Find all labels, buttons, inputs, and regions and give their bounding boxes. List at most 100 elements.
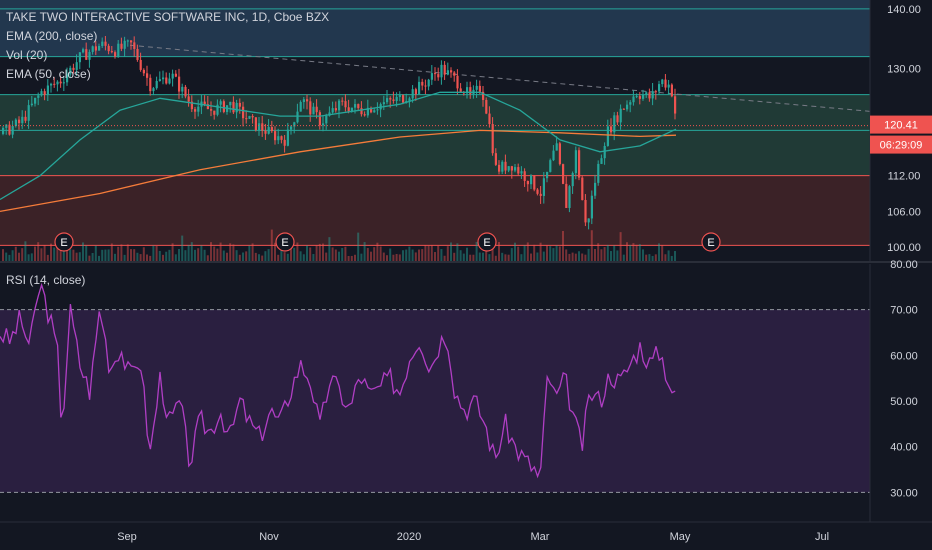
candle-body[interactable] (62, 82, 65, 84)
candle-body[interactable] (261, 123, 264, 131)
candle-body[interactable] (626, 104, 629, 110)
indicator-ema50-label[interactable]: EMA (50, close) (6, 67, 91, 81)
candle-body[interactable] (437, 74, 440, 78)
candle-body[interactable] (389, 98, 392, 100)
candle-body[interactable] (216, 104, 219, 115)
candle-body[interactable] (296, 111, 299, 123)
candle-body[interactable] (523, 171, 526, 181)
candle-body[interactable] (638, 96, 641, 99)
candle-body[interactable] (219, 101, 222, 105)
candle-body[interactable] (510, 166, 513, 171)
candle-body[interactable] (661, 79, 664, 85)
candle-body[interactable] (312, 106, 315, 115)
candle-body[interactable] (123, 40, 126, 49)
candle-body[interactable] (347, 107, 350, 112)
candle-body[interactable] (459, 88, 462, 92)
candle-body[interactable] (168, 78, 171, 84)
candle-body[interactable] (622, 108, 625, 110)
earnings-marker[interactable]: E (275, 232, 295, 252)
candle-body[interactable] (520, 171, 523, 174)
candle-body[interactable] (357, 104, 360, 109)
candle-body[interactable] (120, 43, 123, 49)
candle-body[interactable] (674, 96, 677, 114)
candle-body[interactable] (299, 102, 302, 112)
candle-body[interactable] (398, 95, 401, 97)
candle-body[interactable] (504, 161, 507, 171)
candle-body[interactable] (440, 64, 443, 78)
candle-body[interactable] (587, 218, 590, 223)
candle-body[interactable] (373, 110, 376, 113)
candle-body[interactable] (187, 96, 190, 102)
candle-body[interactable] (562, 164, 565, 184)
candle-body[interactable] (5, 124, 8, 128)
candle-body[interactable] (395, 96, 398, 101)
candle-body[interactable] (88, 51, 91, 60)
candle-body[interactable] (171, 73, 174, 79)
candle-body[interactable] (494, 153, 497, 165)
candle-body[interactable] (491, 124, 494, 154)
candle-body[interactable] (597, 163, 600, 183)
candle-body[interactable] (197, 106, 200, 112)
indicator-volume-label[interactable]: Vol (20) (6, 48, 48, 62)
candle-body[interactable] (408, 98, 411, 102)
candle-body[interactable] (402, 95, 405, 103)
candle-body[interactable] (242, 106, 245, 119)
candle-body[interactable] (568, 186, 571, 208)
candle-body[interactable] (334, 108, 337, 111)
candle-body[interactable] (75, 62, 78, 70)
candle-body[interactable] (322, 123, 325, 126)
candle-body[interactable] (648, 92, 651, 99)
candle-body[interactable] (37, 95, 40, 98)
candle-body[interactable] (360, 108, 363, 115)
candle-body[interactable] (245, 118, 248, 120)
candle-body[interactable] (600, 158, 603, 164)
candle-body[interactable] (82, 49, 85, 53)
candle-body[interactable] (331, 108, 334, 113)
candle-body[interactable] (30, 103, 33, 106)
candle-body[interactable] (222, 101, 225, 112)
candle-body[interactable] (549, 160, 552, 172)
candle-body[interactable] (411, 89, 414, 99)
candle-body[interactable] (302, 99, 305, 103)
candle-body[interactable] (174, 73, 177, 77)
candle-body[interactable] (91, 46, 94, 52)
earnings-marker[interactable]: E (54, 232, 74, 252)
candle-body[interactable] (258, 123, 261, 131)
indicator-ema200-label[interactable]: EMA (200, close) (6, 29, 98, 43)
candle-body[interactable] (338, 100, 341, 111)
candle-body[interactable] (482, 91, 485, 100)
candle-body[interactable] (363, 114, 366, 116)
candle-body[interactable] (56, 81, 59, 85)
candle-body[interactable] (654, 91, 657, 93)
candle-body[interactable] (309, 101, 312, 115)
candle-body[interactable] (603, 145, 606, 159)
candle-body[interactable] (584, 199, 587, 223)
candle-body[interactable] (533, 175, 536, 190)
candle-body[interactable] (59, 81, 62, 84)
candle-body[interactable] (514, 167, 517, 171)
candle-body[interactable] (114, 52, 117, 57)
candle-body[interactable] (78, 52, 81, 63)
candle-body[interactable] (610, 126, 613, 133)
candle-body[interactable] (117, 43, 120, 57)
candle-body[interactable] (280, 136, 283, 140)
candle-body[interactable] (501, 161, 504, 172)
candle-body[interactable] (107, 45, 110, 52)
candle-body[interactable] (238, 102, 241, 107)
candle-body[interactable] (530, 175, 533, 185)
candle-body[interactable] (430, 73, 433, 80)
candle-body[interactable] (574, 150, 577, 174)
candle-body[interactable] (344, 101, 347, 108)
price-axis[interactable]: 100.00106.00112.00120.00130.00140.00120.… (869, 0, 932, 262)
candle-body[interactable] (293, 122, 296, 127)
candle-body[interactable] (235, 102, 238, 113)
candle-body[interactable] (578, 150, 581, 178)
candle-body[interactable] (558, 143, 561, 165)
rsi-indicator-label[interactable]: RSI (14, close) (6, 273, 86, 287)
candle-body[interactable] (213, 110, 216, 115)
candle-body[interactable] (290, 126, 293, 130)
candle-body[interactable] (178, 76, 181, 92)
candle-body[interactable] (414, 89, 417, 95)
price-pane[interactable]: EEEE100.00106.00112.00120.00130.00140.00… (0, 0, 932, 262)
candle-body[interactable] (21, 116, 24, 124)
